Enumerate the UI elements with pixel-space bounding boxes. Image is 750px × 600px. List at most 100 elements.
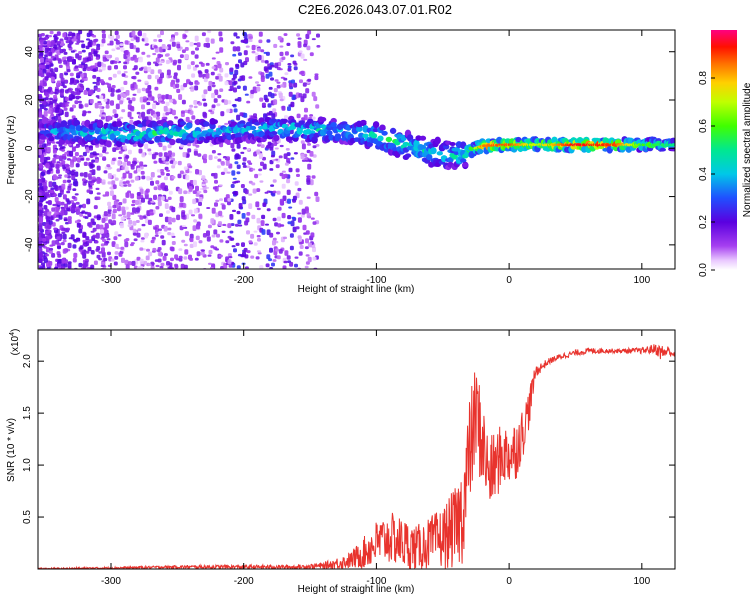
noise-cell	[251, 214, 256, 220]
noise-cell	[180, 143, 185, 148]
noise-cell	[93, 87, 98, 90]
noise-cell	[218, 211, 223, 216]
noise-cell	[274, 147, 279, 150]
noise-cell	[289, 233, 294, 238]
noise-cell	[135, 207, 140, 213]
noise-cell	[236, 143, 241, 149]
noise-cell	[176, 214, 181, 221]
noise-cell	[110, 88, 115, 93]
noise-cell	[208, 80, 213, 86]
noise-cell	[148, 197, 153, 202]
noise-cell	[82, 67, 87, 72]
noise-cell	[232, 209, 236, 212]
noise-cell	[241, 242, 245, 247]
noise-cell	[122, 198, 127, 204]
noise-cell	[88, 145, 93, 149]
noise-cell	[98, 69, 103, 73]
noise-cell	[291, 79, 295, 84]
noise-cell	[56, 80, 61, 83]
noise-cell	[125, 180, 130, 184]
noise-cell	[57, 245, 61, 250]
noise-cell	[315, 104, 320, 109]
noise-cell	[259, 180, 264, 183]
noise-cell	[290, 54, 295, 58]
noise-cell	[196, 42, 201, 48]
noise-cell	[305, 254, 310, 257]
noise-cell	[160, 72, 164, 79]
noise-cell	[203, 153, 208, 159]
ridge-cell	[515, 136, 522, 143]
noise-cell	[42, 181, 47, 188]
noise-cell	[60, 77, 65, 83]
noise-cell	[79, 87, 84, 91]
noise-cell	[60, 201, 65, 206]
noise-cell	[83, 161, 88, 166]
noise-cell	[306, 196, 311, 199]
noise-cell	[185, 40, 190, 43]
noise-cell	[64, 152, 69, 155]
noise-cell	[96, 179, 101, 184]
noise-cell	[171, 217, 176, 223]
noise-cell	[48, 35, 52, 38]
noise-cell	[70, 77, 74, 84]
noise-cell	[67, 219, 72, 224]
noise-cell	[103, 257, 108, 262]
noise-cell	[114, 65, 118, 70]
noise-cell	[57, 59, 62, 64]
noise-cell	[308, 159, 313, 163]
noise-cell	[165, 156, 170, 162]
noise-cell	[68, 183, 73, 186]
noise-cell	[63, 107, 68, 111]
noise-cell	[101, 67, 106, 71]
noise-cell	[119, 180, 124, 186]
noise-cell	[268, 258, 272, 262]
noise-cell	[87, 246, 92, 252]
noise-cell	[101, 247, 105, 254]
noise-cell	[281, 170, 286, 173]
noise-cell	[316, 33, 320, 38]
noise-cell	[194, 54, 199, 59]
noise-cell	[150, 262, 155, 265]
noise-cell	[71, 146, 76, 152]
noise-cell	[184, 54, 189, 60]
noise-cell	[103, 98, 108, 102]
noise-cell	[38, 95, 43, 101]
noise-cell	[238, 203, 243, 209]
noise-cell	[242, 251, 246, 258]
noise-cell	[109, 40, 114, 46]
noise-cell	[164, 216, 169, 223]
noise-cell	[298, 199, 303, 205]
noise-cell	[133, 238, 138, 242]
noise-cell	[87, 173, 92, 178]
noise-cell	[211, 207, 216, 214]
noise-cell	[111, 180, 116, 186]
colorbar-tick-label: 0.6	[698, 119, 709, 133]
noise-cell	[110, 35, 115, 40]
noise-cell	[42, 100, 47, 105]
noise-cell	[315, 196, 320, 202]
noise-cell	[240, 151, 245, 154]
noise-cell	[250, 233, 255, 239]
noise-cell	[265, 223, 269, 226]
noise-cell	[143, 260, 148, 265]
noise-cell	[281, 183, 286, 189]
noise-cell	[121, 73, 126, 77]
noise-cell	[264, 98, 269, 103]
noise-cell	[108, 219, 113, 224]
snr-background	[38, 330, 675, 569]
noise-cell	[293, 82, 298, 88]
noise-cell	[297, 187, 302, 192]
noise-cell	[268, 86, 273, 90]
noise-cell	[133, 161, 138, 165]
noise-cell	[232, 177, 237, 180]
noise-cell	[51, 159, 56, 164]
noise-cell	[288, 206, 293, 209]
noise-cell	[153, 61, 157, 64]
noise-cell	[110, 258, 115, 262]
noise-cell	[148, 152, 153, 156]
noise-cell	[79, 172, 84, 177]
snr-axes: -300 -200 -100 0 100 0.5 1.0 1.5 2.0	[22, 330, 675, 587]
noise-cell	[237, 52, 242, 56]
noise-cell	[278, 249, 283, 254]
noise-cell	[157, 93, 162, 99]
